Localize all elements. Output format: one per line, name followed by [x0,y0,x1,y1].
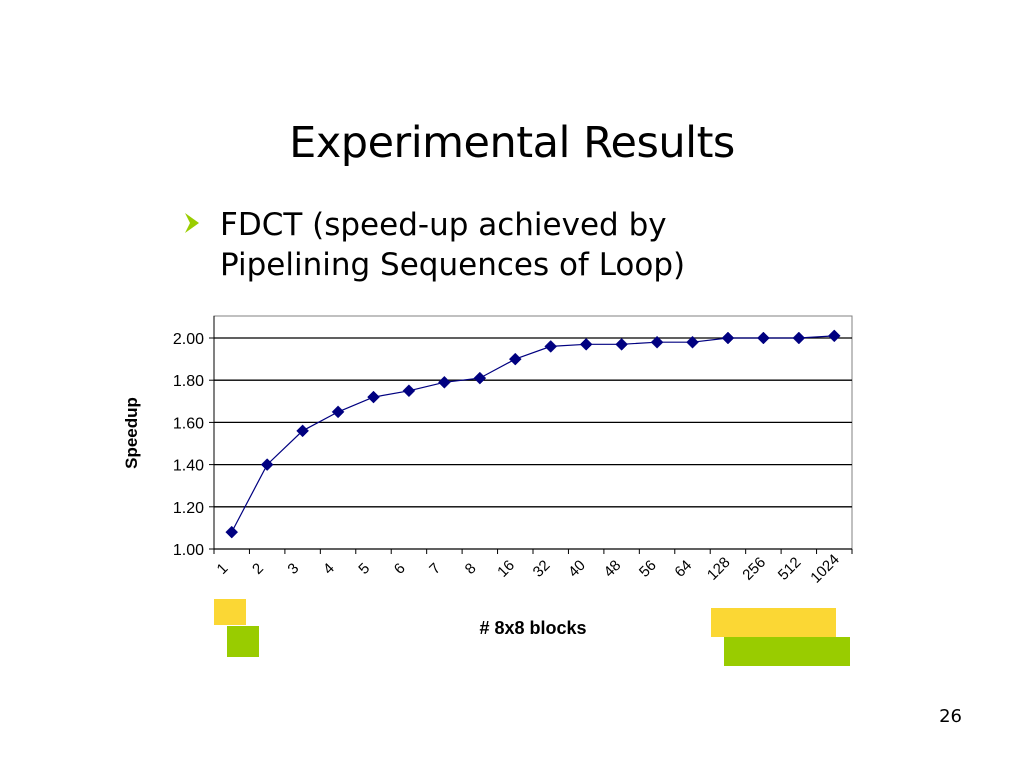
yellow-highlight-right [711,608,836,637]
x-tick-label: 3 [284,560,302,578]
y-axis-label: Speedup [122,397,141,469]
speedup-series-points [225,329,841,539]
data-point-4 [331,405,345,419]
data-point-5 [367,390,380,404]
x-axis: 1 2 3 4 5 6 7 8 16 32 40 48 56 64 128 256 512 1024 [213,548,853,587]
data-point-1 [225,525,239,539]
green-highlight-left [227,626,259,657]
x-tick-label: 1 [214,560,232,578]
data-point-48 [615,337,628,351]
arrow-bullet-icon [185,213,199,233]
data-point-512 [792,331,806,345]
x-tick-label: 16 [494,557,518,581]
data-point-2 [260,458,274,471]
plot-area [213,315,853,550]
bullet-text: FDCT (speed-up achieved by Pipelining Se… [220,207,686,283]
yellow-highlight-left [214,599,246,625]
data-point-64 [686,335,699,349]
y-tick-label: 1.80 [173,373,204,390]
x-tick-label: 64 [671,557,695,581]
y-tick-label: 1.00 [173,542,204,559]
x-tick-label: 56 [636,557,660,581]
x-tick-label: 2 [249,560,267,578]
y-tick-label: 2.00 [173,331,204,348]
x-tick-label: 5 [355,560,373,578]
x-axis-label: # 8x8 blocks [479,618,587,638]
y-tick-label: 1.40 [173,458,204,475]
data-point-3 [296,424,309,438]
x-tick-label: 128 [704,554,734,584]
green-highlight-right [724,637,850,666]
data-point-1024 [827,329,841,343]
x-tick-label: 32 [530,557,554,581]
data-point-40 [579,337,593,351]
bullet-point: FDCT (speed-up achieved by Pipelining Se… [185,205,746,285]
slide-title: Experimental Results [289,118,735,168]
x-tick-label: 8 [462,560,480,578]
x-tick-label: 512 [775,554,805,584]
x-tick-label: 1024 [807,551,843,587]
x-tick-label: 256 [739,554,769,584]
y-tick-label: 1.60 [173,415,204,432]
slide-number: 26 [939,706,962,727]
x-tick-label: 40 [565,557,589,581]
data-point-8 [473,371,487,385]
data-point-16 [508,352,522,366]
y-tick-label: 1.20 [173,500,204,517]
data-point-6 [402,384,416,398]
data-point-56 [650,335,664,349]
x-tick-label: 48 [601,557,625,581]
x-tick-label: 7 [426,560,444,578]
x-tick-label: 4 [320,560,338,578]
x-tick-label: 6 [391,560,409,578]
data-point-32 [544,340,558,353]
data-point-128 [721,331,735,345]
data-point-7 [438,375,451,389]
data-point-256 [757,331,770,345]
y-axis: 1.00 1.20 1.40 1.60 1.80 2.00 [173,316,215,559]
